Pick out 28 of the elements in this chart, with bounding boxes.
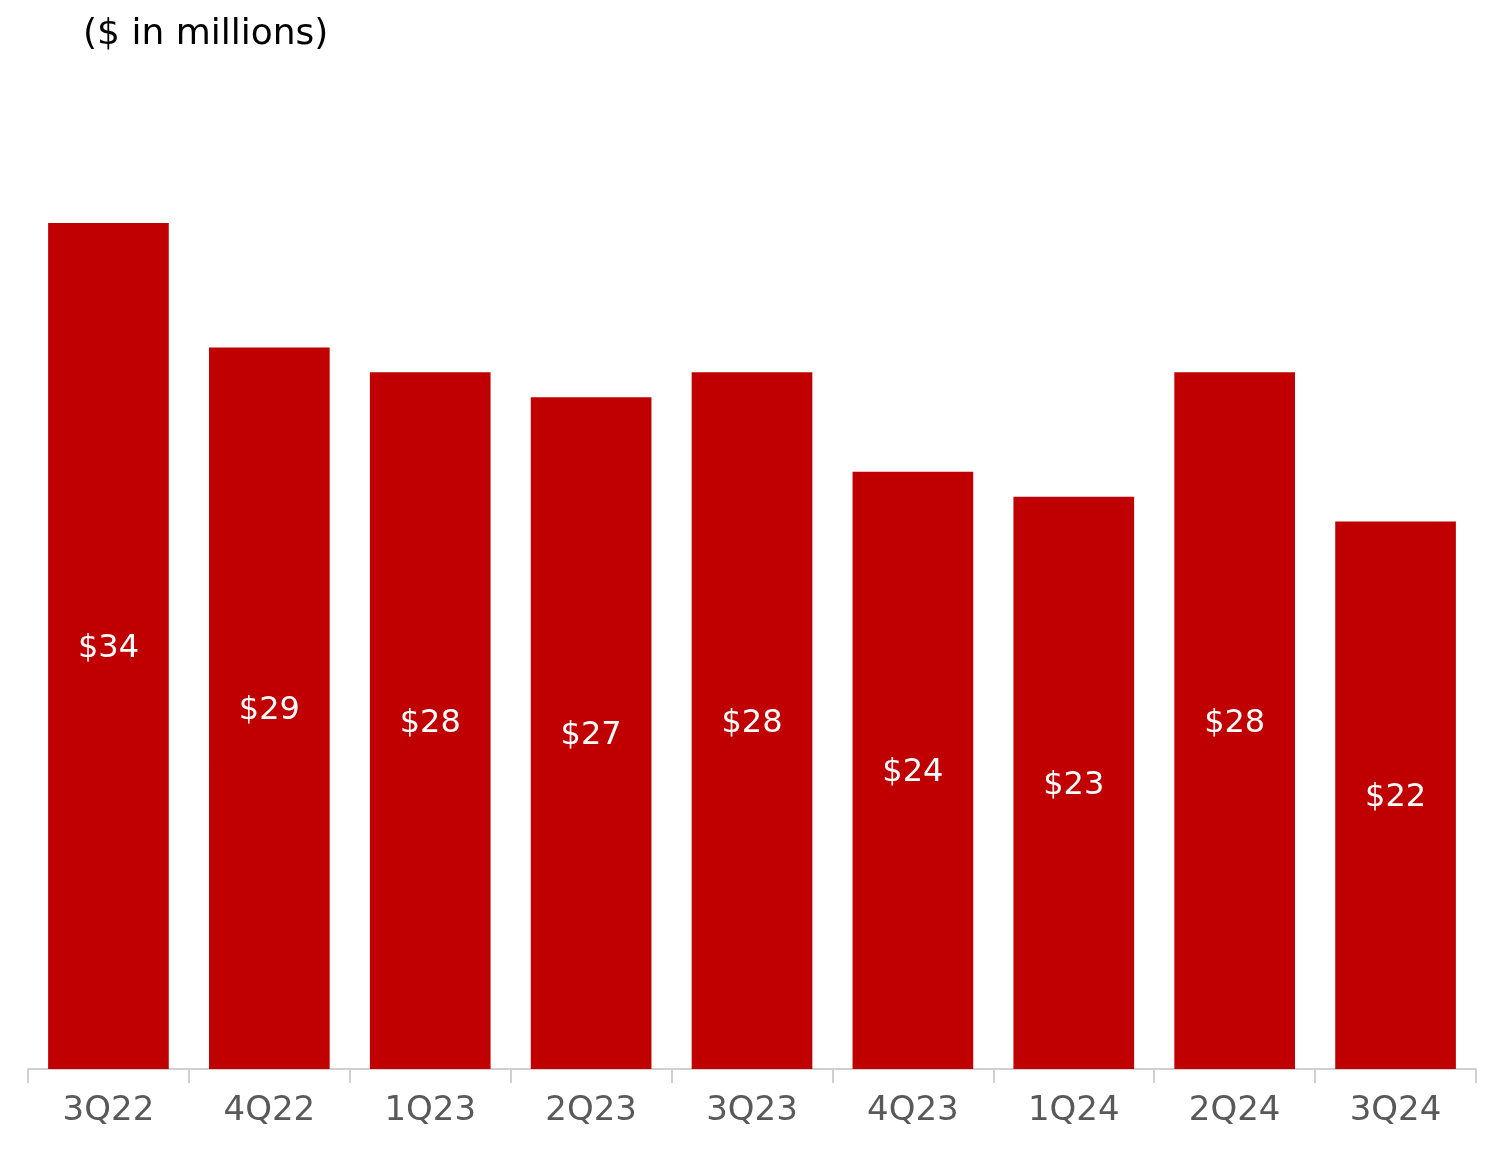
x-tick-label: 4Q22: [223, 1088, 316, 1128]
bar: [209, 347, 330, 1069]
bar: [1335, 521, 1456, 1069]
data-label: $28: [1204, 701, 1266, 740]
chart-title: ($ in millions): [83, 10, 329, 52]
x-tick-label: 2Q24: [1188, 1088, 1281, 1128]
data-label: $28: [721, 701, 783, 740]
data-label: $24: [882, 751, 944, 790]
x-tick-label: 2Q23: [545, 1088, 637, 1128]
x-tick-label: 3Q24: [1349, 1088, 1442, 1128]
x-tick-label: 1Q24: [1027, 1088, 1120, 1128]
x-tick-label: 1Q23: [384, 1088, 477, 1128]
bar: [852, 471, 974, 1069]
bar: [691, 372, 813, 1069]
data-label: $27: [560, 714, 622, 753]
bar: [1013, 496, 1135, 1069]
data-label: $23: [1043, 763, 1105, 802]
bar: [1174, 372, 1295, 1069]
bar: [530, 397, 652, 1069]
x-tick-label: 4Q23: [867, 1088, 959, 1128]
data-label: $29: [238, 689, 300, 728]
x-tick-label: 3Q23: [706, 1088, 798, 1128]
bar: [48, 223, 169, 1069]
data-label: $34: [77, 627, 139, 665]
x-tick-label: 3Q22: [62, 1088, 155, 1128]
data-label: $28: [399, 701, 461, 740]
data-label: $22: [1365, 776, 1427, 815]
bar: [369, 372, 491, 1069]
